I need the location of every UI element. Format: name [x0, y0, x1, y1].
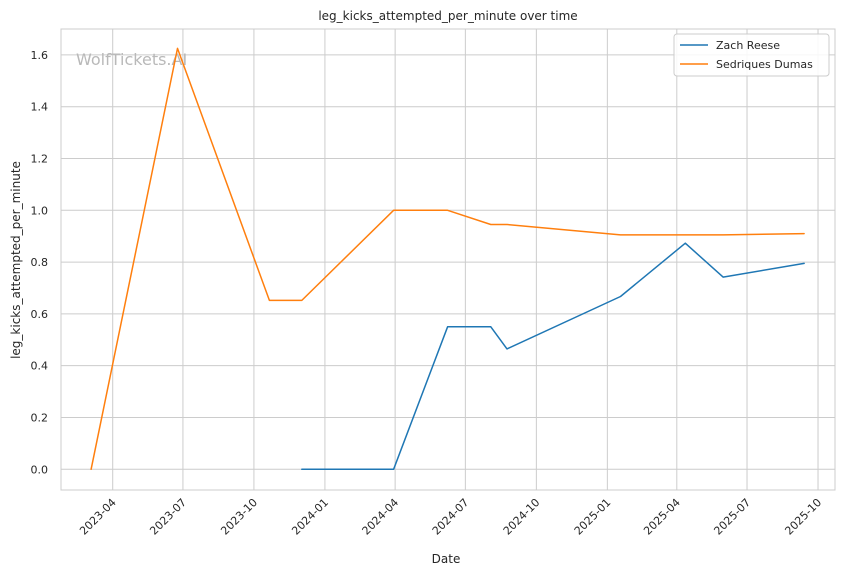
- y-axis-label: leg_kicks_attempted_per_minute: [9, 161, 23, 359]
- y-tick-label: 0.4: [31, 360, 49, 373]
- watermark-text: WolfTickets.AI: [76, 50, 187, 69]
- y-tick-label: 1.6: [31, 49, 49, 62]
- legend-label-sedriques-dumas: Sedriques Dumas: [716, 58, 813, 71]
- series-line-sedriques-dumas: [90, 47, 805, 471]
- y-tick-label: 0.6: [31, 308, 49, 321]
- y-tick-label: 0.2: [31, 411, 49, 424]
- legend: Zach Reese Sedriques Dumas: [673, 33, 830, 77]
- legend-box: [673, 33, 830, 77]
- chart-title: leg_kicks_attempted_per_minute over time: [318, 9, 577, 23]
- legend-label-zach-reese: Zach Reese: [716, 39, 780, 52]
- series-line-zach-reese: [301, 242, 805, 471]
- y-tick-label: 0.0: [31, 463, 49, 476]
- y-tick-label: 1.2: [31, 152, 49, 165]
- series-layer: [90, 47, 805, 471]
- plot-frame: [60, 28, 836, 491]
- x-axis-label: Date: [432, 552, 461, 566]
- y-tick-label: 1.4: [31, 101, 49, 114]
- y-tick-label: 1.0: [31, 204, 49, 217]
- y-tick-labels: 0.0 0.2 0.4 0.6 0.8 1.0 1.2 1.4 1.6: [31, 49, 49, 476]
- y-tick-label: 0.8: [31, 256, 49, 269]
